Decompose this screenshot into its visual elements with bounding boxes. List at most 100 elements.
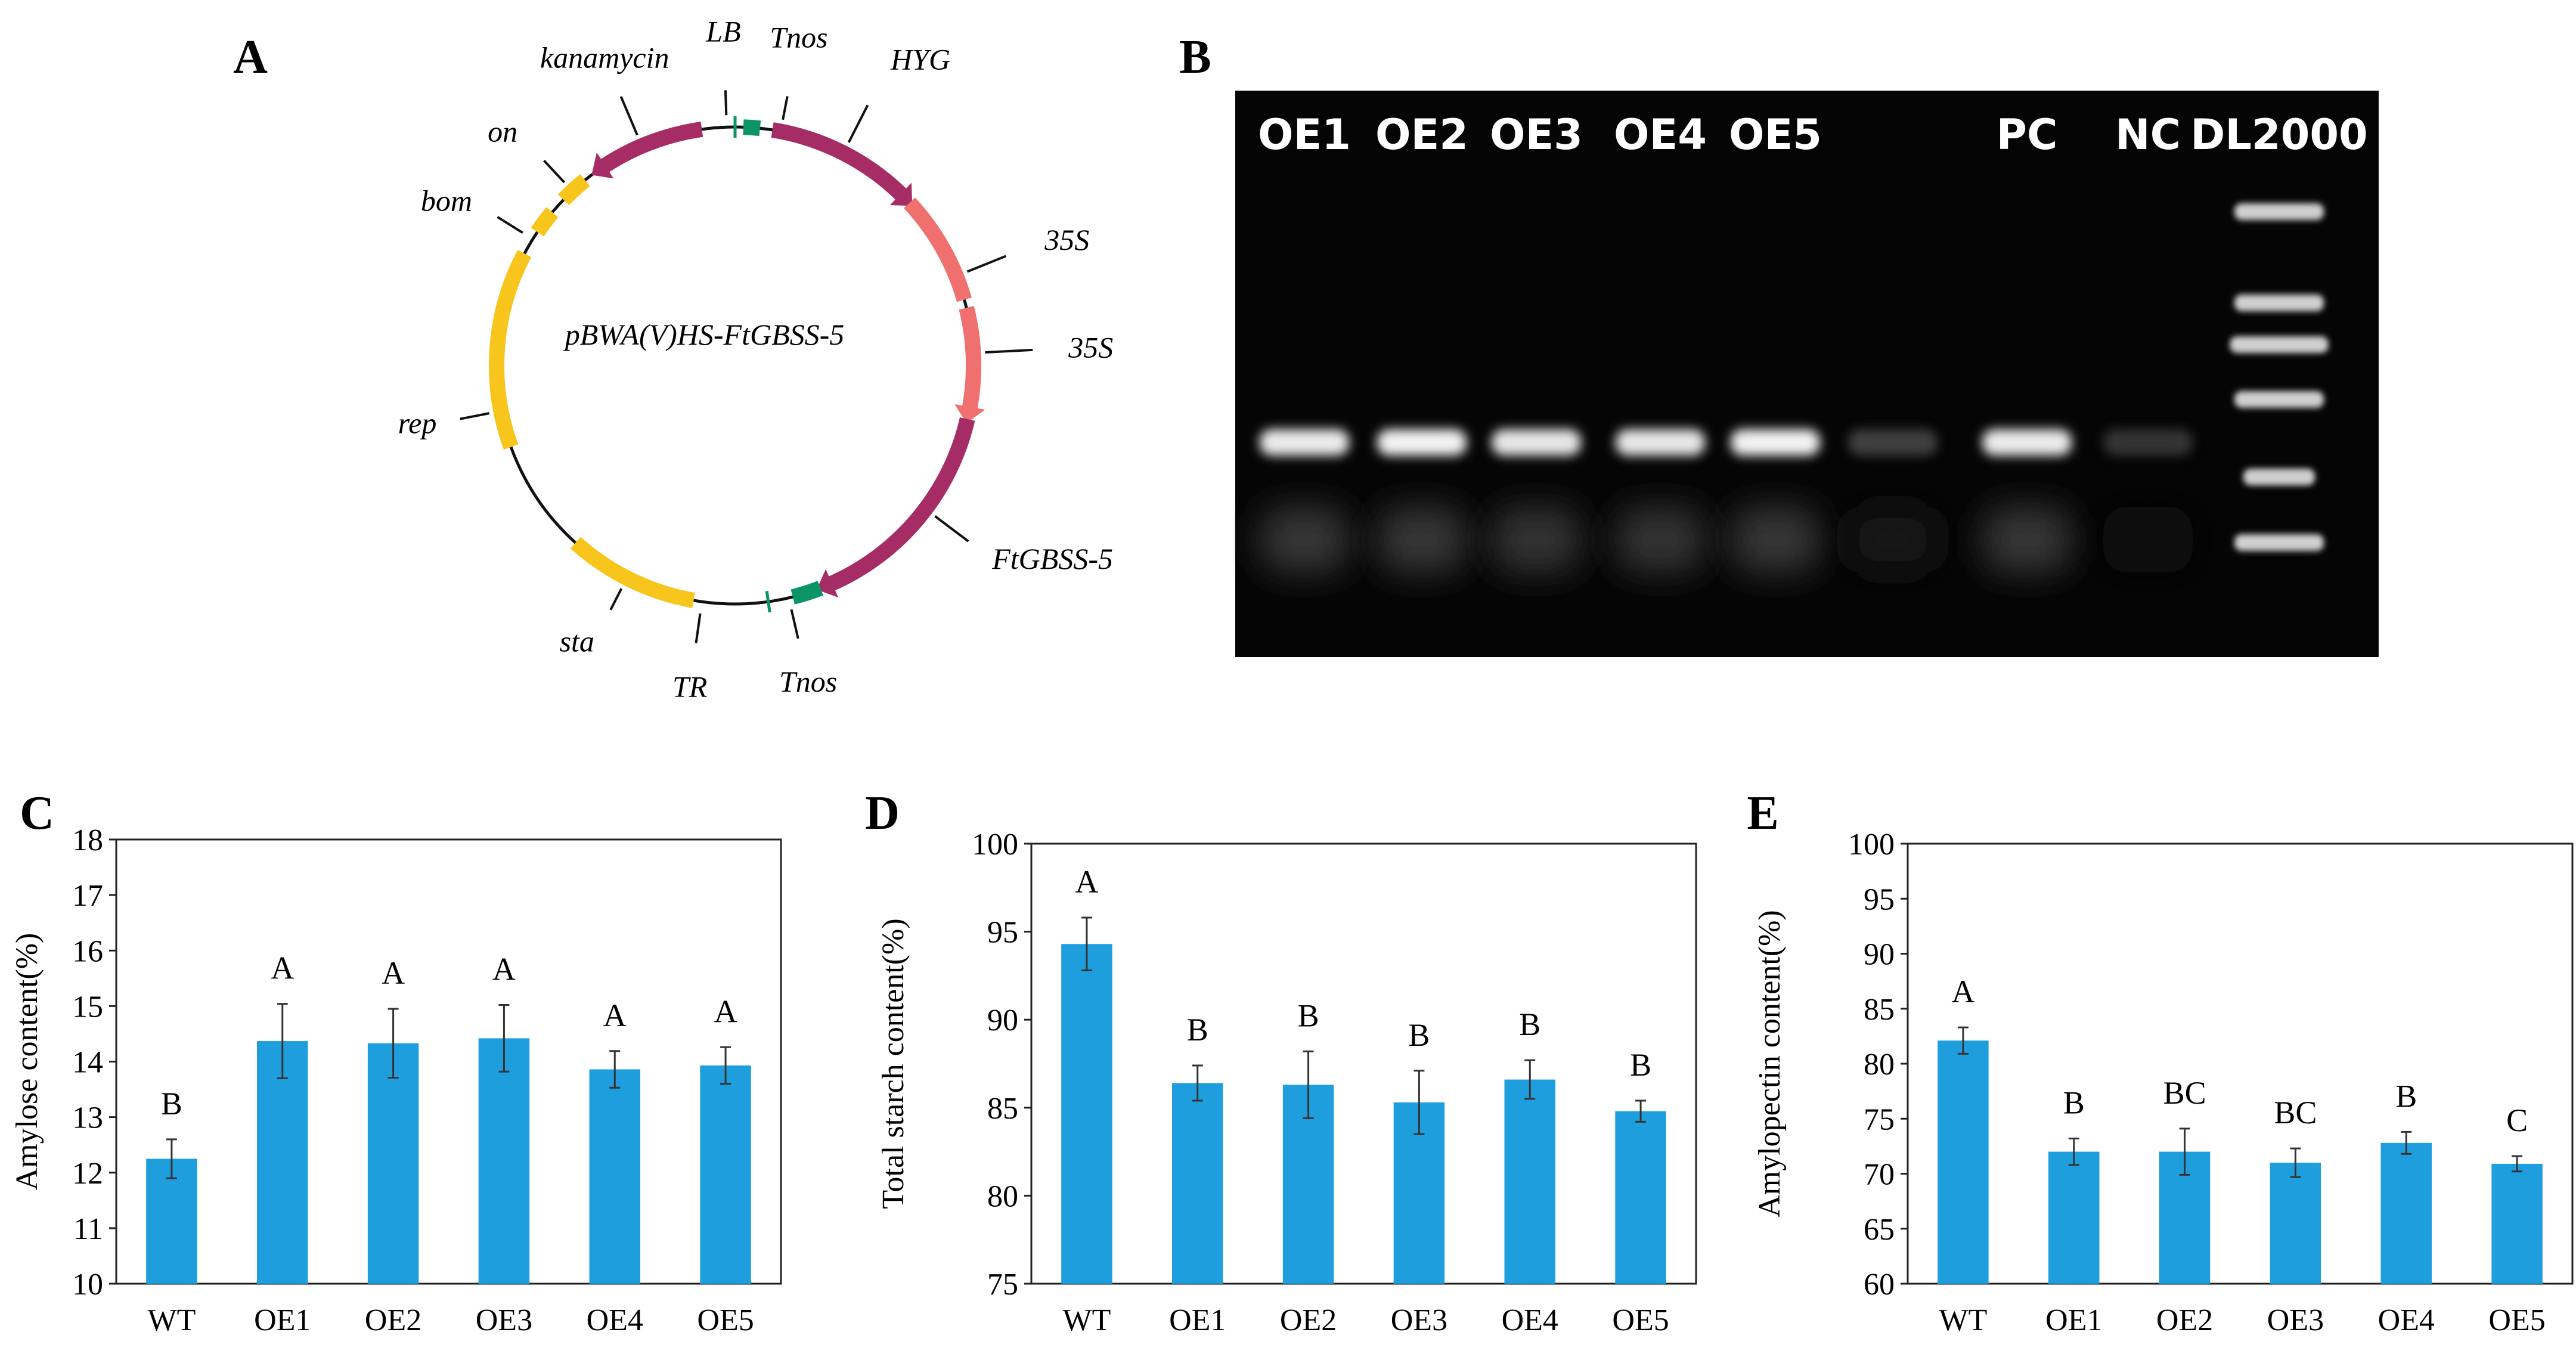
plasmid-feature-tnos [791, 581, 824, 605]
gel-smear [1616, 507, 1705, 572]
gel-band [1492, 429, 1581, 456]
y-tick-label: 100 [972, 828, 1018, 862]
x-tick-label: WT [147, 1303, 196, 1337]
x-tick-label: OE4 [2378, 1303, 2435, 1337]
gel-band [1982, 429, 2072, 456]
y-tick-label: 90 [987, 1003, 1018, 1037]
y-tick-label: 70 [1864, 1158, 1895, 1192]
x-tick-label: OE5 [697, 1303, 754, 1337]
significance-letter: BC [2274, 1095, 2317, 1130]
x-tick-label: OE2 [365, 1303, 421, 1337]
bar [367, 1043, 419, 1284]
plasmid-callout-line [460, 412, 490, 420]
y-tick-label: 16 [72, 934, 103, 968]
significance-letter: B [161, 1086, 182, 1122]
gel-lane-label: PC [1997, 110, 2058, 159]
bar [1938, 1040, 1989, 1284]
plasmid-map: pBWA(V)HS-FtGBSS-5 LB Tnos HYG 35S 35S FtGBSS… [398, 14, 1114, 703]
plasmid-arrowhead-35s [954, 404, 985, 423]
plasmid-feature-35s [959, 306, 981, 413]
y-tick-label: 95 [1864, 882, 1895, 916]
gel-smear [2103, 507, 2193, 572]
significance-letter: A [492, 952, 516, 987]
y-axis-label: Total starch content(%) [876, 918, 910, 1209]
y-tick-label: 85 [987, 1092, 1018, 1126]
bar [478, 1038, 530, 1284]
gel-band [1260, 429, 1349, 456]
plot-frame [1030, 842, 1697, 1285]
plasmid-feature-sta [570, 537, 695, 608]
gel-ladder-band [2243, 469, 2315, 485]
y-tick-label: 18 [72, 823, 103, 857]
plasmid-label-35s: 35S [1068, 331, 1113, 364]
gel-lane-label: NC [2115, 110, 2181, 159]
gel-band [1731, 429, 1820, 456]
chart-amylopectin: 60 65 70 75 80 85 90 95 100 Amylopectin content(%… [1753, 828, 2574, 1337]
plasmid-label-kanamycin: kanamycin [540, 41, 669, 75]
chart-total-starch: 75 80 85 90 95 100 Total starch content(%) A WT B… [876, 828, 1697, 1337]
plasmid-callout-line [543, 159, 566, 184]
gel-band [2103, 429, 2193, 456]
plasmid-label-tr: TR [672, 670, 707, 704]
panel-letter-d: D [865, 787, 900, 840]
x-tick-label: OE3 [476, 1303, 532, 1337]
gel-lane-label: DL2000 [2190, 110, 2368, 159]
y-axis-label: Amylopectin content(%) [1753, 910, 1787, 1218]
plasmid-arrowhead-hyg [889, 182, 913, 206]
gel-ladder-band [2230, 336, 2329, 353]
panel-letter-a: A [233, 31, 268, 83]
y-tick-label: 85 [1864, 993, 1895, 1027]
plasmid-callout-line [619, 96, 638, 136]
gel-ladder-band [2234, 203, 2324, 220]
y-tick-label: 14 [72, 1046, 103, 1080]
x-tick-label: OE2 [2156, 1303, 2213, 1337]
plasmid-callout-line [782, 96, 789, 120]
plasmid-label-sta: sta [560, 624, 594, 658]
y-tick-label: 65 [1864, 1213, 1895, 1247]
bar [257, 1041, 308, 1284]
significance-letter: BC [2163, 1075, 2206, 1111]
plasmid-marker-tr [765, 590, 771, 613]
y-axis-label: Amylose content(%) [10, 933, 44, 1191]
plasmid-label-bom: bom [421, 184, 472, 217]
chart-amylose: 10 11 12 13 14 15 16 17 18 Amylose content(%) B WT A… [10, 823, 782, 1337]
plasmid-name: pBWA(V)HS-FtGBSS-5 [563, 318, 845, 351]
bar [589, 1069, 640, 1284]
panel-letter-b: B [1179, 31, 1211, 83]
gel-smear [1377, 507, 1467, 572]
x-tick-label: OE5 [1612, 1303, 1669, 1337]
gel-band [1616, 429, 1705, 456]
gel-ladder-band [2234, 295, 2324, 311]
plasmid-feature-on [557, 174, 590, 206]
plasmid-label-rep: rep [398, 406, 437, 439]
gel-smear [1260, 507, 1349, 572]
plot-frame [115, 838, 782, 1285]
y-tick-label: 11 [73, 1212, 103, 1246]
y-tick-label: 75 [1864, 1102, 1895, 1136]
plasmid-label-tnos: Tnos [779, 665, 837, 698]
y-tick-label: 95 [987, 916, 1018, 950]
x-tick-label: WT [1062, 1303, 1111, 1337]
bar [2048, 1151, 2100, 1284]
significance-letter: B [1187, 1012, 1208, 1048]
bar [1172, 1083, 1223, 1284]
y-tick-label: 60 [1864, 1268, 1895, 1302]
bar [700, 1065, 751, 1284]
plasmid-feature-rep [489, 250, 532, 450]
panel-letter-c: C [20, 787, 54, 840]
x-tick-label: OE4 [587, 1303, 643, 1337]
y-tick-label: 17 [72, 879, 103, 913]
x-tick-label: OE1 [254, 1303, 311, 1337]
x-tick-label: OE3 [1391, 1303, 1447, 1337]
bar [1615, 1111, 1666, 1284]
plasmid-callout-line [847, 104, 869, 143]
bar [2270, 1163, 2321, 1284]
plasmid-label-35s: 35S [1044, 223, 1089, 256]
plasmid-callout-line [985, 348, 1033, 354]
significance-letter: A [714, 993, 737, 1029]
gel-lane-label: OE3 [1490, 110, 1583, 159]
gel-ladder-band [2234, 391, 2324, 408]
plasmid-label-hyg: HYG [890, 43, 950, 76]
plasmid-feature-hyg [771, 122, 910, 203]
